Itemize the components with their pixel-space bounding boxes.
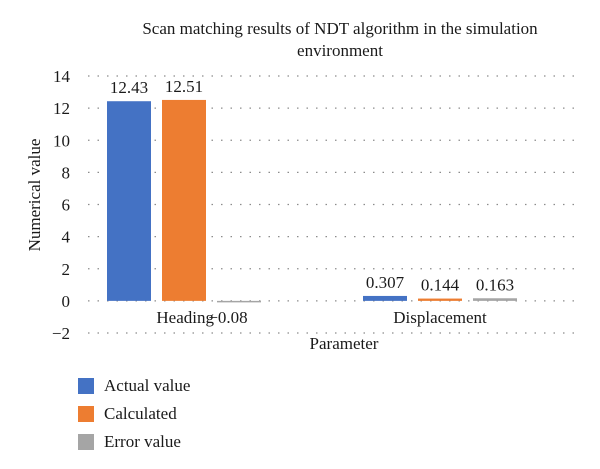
y-tick-label: −2	[52, 324, 70, 343]
data-label: 12.43	[110, 78, 148, 97]
legend-label: Calculated	[104, 404, 177, 423]
y-tick-label: 6	[62, 196, 71, 215]
legend: Actual value Calculated Error value	[78, 372, 190, 456]
x-category-label: Heading	[156, 308, 214, 327]
y-tick-label: 4	[62, 228, 71, 247]
legend-swatch	[78, 378, 94, 394]
bar-calculated	[418, 298, 462, 301]
data-label: 0.144	[421, 276, 460, 295]
y-tick-label: 10	[53, 131, 70, 150]
legend-label: Actual value	[104, 376, 191, 395]
x-axis-label: Parameter	[310, 334, 379, 353]
data-labels: 12.43 0.307 12.51 0.144 −0.08 0.163	[110, 77, 514, 327]
bar-error-value	[473, 298, 517, 301]
bar-error-value	[217, 300, 261, 303]
data-label: 0.307	[366, 273, 405, 292]
bars	[107, 99, 517, 303]
y-tick-label: 8	[62, 163, 71, 182]
chart-title-line: Scan matching results of NDT algorithm i…	[142, 19, 538, 38]
gridlines	[88, 75, 578, 334]
data-label: 0.163	[476, 275, 514, 294]
y-axis-label: Numerical value	[25, 139, 44, 252]
chart-title: Scan matching results of NDT algorithm i…	[142, 19, 538, 60]
legend-item: Actual value	[78, 372, 190, 400]
y-tick-label: 2	[62, 260, 71, 279]
legend-item: Calculated	[78, 400, 190, 428]
bar-actual-value	[107, 101, 151, 301]
legend-swatch	[78, 434, 94, 450]
data-label: 12.51	[165, 77, 203, 96]
y-tick-label: 0	[62, 292, 71, 311]
y-tick-label: 14	[53, 67, 71, 86]
bar-calculated	[162, 99, 206, 301]
x-category-label: Displacement	[393, 308, 487, 327]
chart-title-line: environment	[297, 41, 383, 60]
legend-swatch	[78, 406, 94, 422]
bar-actual-value	[363, 295, 407, 301]
data-label: −0.08	[208, 308, 247, 327]
x-axis-categories: Heading Displacement	[156, 308, 487, 327]
legend-item: Error value	[78, 428, 190, 456]
legend-label: Error value	[104, 432, 181, 451]
y-axis-ticks: −2 0 2 4 6 8 10 12 14	[52, 67, 71, 343]
y-tick-label: 12	[53, 99, 70, 118]
